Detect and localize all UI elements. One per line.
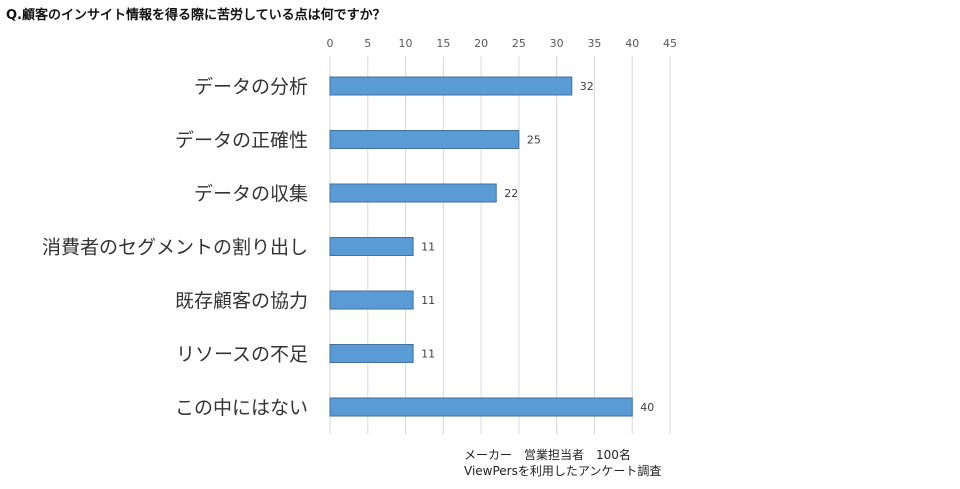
category-label: データの正確性 (175, 130, 308, 152)
bar (329, 183, 497, 203)
category-label: 既存顧客の協力 (175, 290, 308, 312)
chart-title: Q.顧客のインサイト情報を得る際に苦労している点は何ですか？ (6, 8, 386, 23)
x-tick-label: 25 (512, 37, 526, 50)
data-label: 11 (421, 294, 435, 307)
data-label: 40 (640, 401, 654, 414)
category-label: データの分析 (194, 76, 308, 98)
data-label: 22 (504, 187, 518, 200)
category-label: リソースの不足 (176, 344, 308, 366)
survey-note-line-2: ViewPersを利用したアンケート調査 (464, 464, 662, 478)
bar (329, 344, 414, 363)
data-label: 11 (421, 348, 435, 361)
data-label: 11 (421, 241, 435, 254)
bar (329, 397, 633, 417)
bar (329, 130, 520, 149)
x-tick-label: 20 (474, 37, 488, 50)
x-tick-label: 0 (327, 37, 334, 50)
data-label: 25 (527, 134, 541, 147)
category-label: この中にはない (175, 397, 308, 419)
x-tick-label: 30 (550, 37, 564, 50)
x-tick-label: 35 (587, 37, 601, 50)
x-tick-label: 40 (625, 37, 639, 50)
x-tick-label: 10 (399, 37, 413, 50)
bar (329, 290, 414, 310)
data-label: 32 (580, 80, 594, 93)
x-tick-label: 15 (436, 37, 450, 50)
bar (329, 237, 414, 256)
x-tick-label: 5 (364, 37, 371, 50)
category-label: 消費者のセグメントの割り出し (42, 237, 308, 259)
survey-note: メーカー 営業担当者 100名 ViewPersを利用したアンケート調査 (464, 447, 661, 479)
bar (329, 76, 573, 96)
x-tick-label: 45 (663, 37, 677, 50)
category-label: データの収集 (194, 183, 308, 205)
survey-note-line-1: メーカー 営業担当者 100名 (464, 448, 631, 462)
